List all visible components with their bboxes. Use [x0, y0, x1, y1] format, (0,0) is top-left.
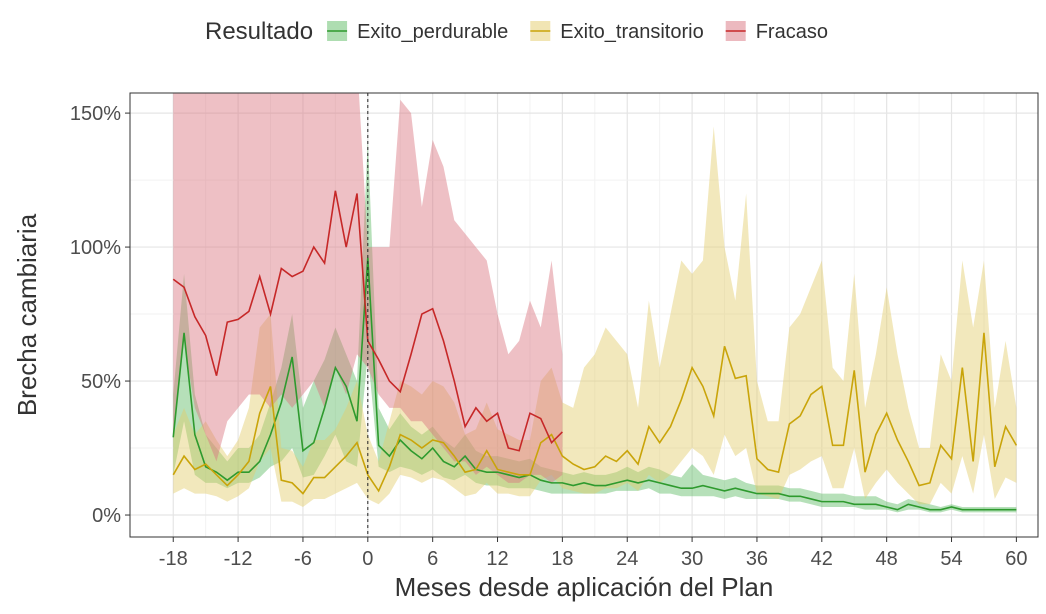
x-tick-label: 0: [362, 548, 373, 570]
x-tick-label: 42: [811, 548, 833, 570]
x-tick-label: -18: [159, 548, 188, 570]
x-tick-label: 30: [681, 548, 703, 570]
legend-label: Fracaso: [756, 21, 828, 43]
line: [172, 257, 1017, 511]
legend-label: Exito_perdurable: [357, 21, 508, 43]
x-tick-label: 24: [616, 548, 638, 570]
x-tick-label: -6: [294, 548, 312, 570]
plot-area: [172, 93, 1018, 537]
x-tick-label: 48: [876, 548, 898, 570]
panel-border: [129, 92, 1039, 538]
x-tick-label: 12: [486, 548, 508, 570]
y-tick-label: 50%: [81, 371, 121, 393]
x-tick-label: 18: [551, 548, 573, 570]
y-tick-label: 0%: [92, 505, 121, 527]
x-tick-label: 36: [746, 548, 768, 570]
x-tick-label: 60: [1005, 548, 1027, 570]
legend: Resultado Exito_perdurable Exito_transitor…: [205, 18, 828, 45]
legend-label: Exito_transitorio: [560, 21, 703, 43]
x-tick-label: 54: [940, 548, 962, 570]
x-tick-label: -12: [224, 548, 253, 570]
legend-title: Resultado: [205, 18, 313, 45]
y-axis-title: Brecha cambiaria: [12, 213, 42, 416]
line: [172, 332, 1018, 495]
axes: -18 -12 -6 0 6 12 18 24 30 36 42 48 54 60 0% 50% 100% 150…: [70, 103, 1028, 570]
ribbon: [173, 139, 1017, 513]
grid: [130, 93, 1038, 537]
x-tick-label: 6: [427, 548, 438, 570]
ribbon: [173, 126, 1017, 507]
x-axis-title: Meses desde aplicación del Plan: [395, 572, 774, 602]
y-tick-label: 100%: [70, 237, 121, 259]
y-tick-label: 150%: [70, 103, 121, 125]
